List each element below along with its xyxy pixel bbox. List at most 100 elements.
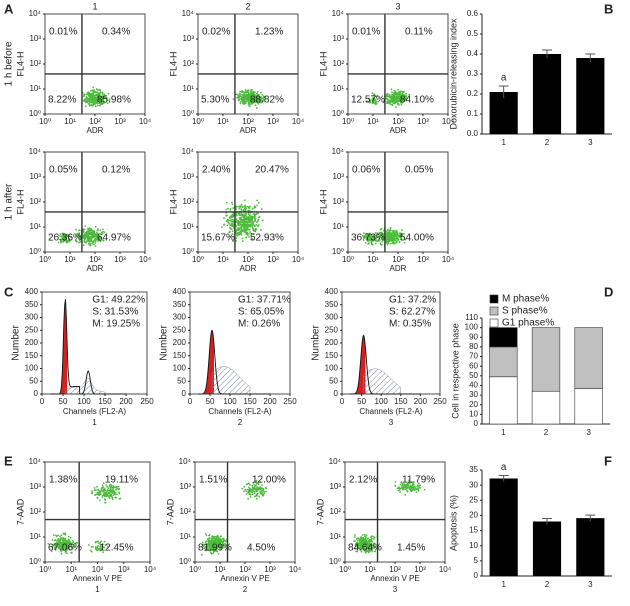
event-dot bbox=[253, 229, 255, 231]
y-tick-label: 0 bbox=[334, 389, 339, 398]
x-tick-label: 10³ bbox=[267, 255, 279, 264]
event-dot bbox=[246, 224, 248, 226]
y-tick-label: 10¹ bbox=[179, 532, 191, 541]
x-tick-label: 0 bbox=[340, 397, 345, 406]
event-dot bbox=[246, 493, 248, 495]
x-tick-label: 10¹ bbox=[217, 117, 229, 126]
y-tick-label: 0.1 bbox=[467, 109, 479, 118]
quadrant-label: 67.06% bbox=[48, 543, 82, 554]
quadrant-label: 1.38% bbox=[49, 475, 77, 486]
event-dot bbox=[391, 98, 393, 100]
event-dot bbox=[240, 103, 242, 105]
event-dot bbox=[94, 103, 96, 105]
event-dot bbox=[397, 89, 399, 91]
panel-letter: C bbox=[4, 284, 14, 299]
event-dot bbox=[99, 230, 101, 232]
event-dot bbox=[84, 241, 86, 243]
y-axis-label: Number bbox=[11, 325, 22, 361]
event-dot bbox=[223, 538, 225, 540]
event-dot bbox=[412, 487, 414, 489]
event-dot bbox=[392, 233, 394, 235]
event-dot bbox=[236, 218, 238, 220]
quadrant-label: 88.82% bbox=[250, 95, 284, 106]
event-dot bbox=[373, 538, 375, 540]
x-tick-label: 10² bbox=[89, 255, 101, 264]
y-tick-label: 20 bbox=[469, 400, 478, 409]
y-tick-label: 10⁰ bbox=[182, 247, 194, 256]
phase-label: S: 31.53% bbox=[92, 307, 138, 318]
x-tick-label: 1 bbox=[501, 580, 506, 589]
event-dot bbox=[225, 209, 227, 211]
legend-label: G1 phase% bbox=[502, 318, 554, 329]
event-dot bbox=[230, 208, 232, 210]
x-tick-label: 200 bbox=[119, 397, 133, 406]
y-tick-label: 10² bbox=[29, 507, 41, 516]
event-dot bbox=[93, 243, 95, 245]
y-tick-label: 200 bbox=[325, 338, 339, 347]
column-label: 3 bbox=[393, 585, 398, 594]
quadrant-label: 0.05% bbox=[405, 165, 433, 176]
x-tick-label: 10⁴ bbox=[442, 255, 455, 264]
event-dot bbox=[256, 498, 258, 500]
event-dot bbox=[390, 243, 392, 245]
event-dot bbox=[232, 207, 234, 209]
event-dot bbox=[260, 229, 262, 231]
event-dot bbox=[110, 494, 112, 496]
event-dot bbox=[243, 486, 245, 488]
phase-label: M: 0.35% bbox=[389, 319, 431, 330]
y-tick-label: 300 bbox=[25, 313, 39, 322]
event-dot bbox=[91, 546, 93, 548]
y-tick-label: 50 bbox=[329, 376, 338, 385]
event-dot bbox=[245, 209, 247, 211]
event-dot bbox=[416, 486, 418, 488]
y-tick-label: 10⁴ bbox=[332, 147, 345, 156]
y-tick-label: 10² bbox=[29, 59, 41, 68]
event-dot bbox=[116, 486, 118, 488]
event-dot bbox=[239, 91, 241, 93]
y-tick-label: 15 bbox=[469, 526, 478, 535]
x-tick-label: 10⁰ bbox=[39, 565, 51, 574]
event-dot bbox=[61, 534, 63, 536]
event-dot bbox=[256, 107, 258, 109]
panel-letter: D bbox=[604, 284, 613, 299]
bar-segment bbox=[532, 328, 560, 392]
event-dot bbox=[254, 220, 256, 222]
x-tick-label: 50 bbox=[59, 397, 68, 406]
event-dot bbox=[70, 537, 72, 539]
bar bbox=[576, 58, 604, 134]
event-dot bbox=[214, 538, 216, 540]
event-dot bbox=[89, 105, 91, 107]
y-tick-label: 10² bbox=[332, 197, 344, 206]
x-tick-label: 10¹ bbox=[367, 255, 379, 264]
event-dot bbox=[83, 244, 85, 246]
event-dot bbox=[97, 89, 99, 91]
x-tick-label: 10⁴ bbox=[292, 255, 305, 264]
event-dot bbox=[261, 492, 263, 494]
y-tick-label: 10³ bbox=[29, 172, 41, 181]
column-label: 3 bbox=[389, 418, 394, 427]
x-tick-label: 10¹ bbox=[364, 565, 376, 574]
event-dot bbox=[252, 208, 254, 210]
x-axis-label: ADR bbox=[87, 126, 104, 135]
x-tick-label: 10³ bbox=[414, 565, 426, 574]
y-tick-label: 25 bbox=[469, 495, 478, 504]
event-dot bbox=[259, 489, 261, 491]
event-dot bbox=[395, 230, 397, 232]
event-dot bbox=[96, 547, 98, 549]
event-dot bbox=[249, 215, 251, 217]
event-dot bbox=[233, 98, 235, 100]
event-dot bbox=[238, 99, 240, 101]
y-tick-label: 10² bbox=[179, 507, 191, 516]
event-dot bbox=[246, 483, 248, 485]
y-tick-label: 250 bbox=[325, 325, 339, 334]
event-dot bbox=[394, 231, 396, 233]
quadrant-label: 36.73% bbox=[351, 233, 385, 244]
y-tick-label: 10¹ bbox=[182, 222, 194, 231]
y-tick-label: 10⁴ bbox=[29, 147, 42, 156]
event-dot bbox=[387, 93, 389, 95]
event-dot bbox=[251, 489, 253, 491]
event-dot bbox=[388, 101, 390, 103]
y-tick-label: 400 bbox=[25, 287, 39, 296]
quadrant-label: 15.67% bbox=[201, 233, 235, 244]
event-dot bbox=[227, 225, 229, 227]
